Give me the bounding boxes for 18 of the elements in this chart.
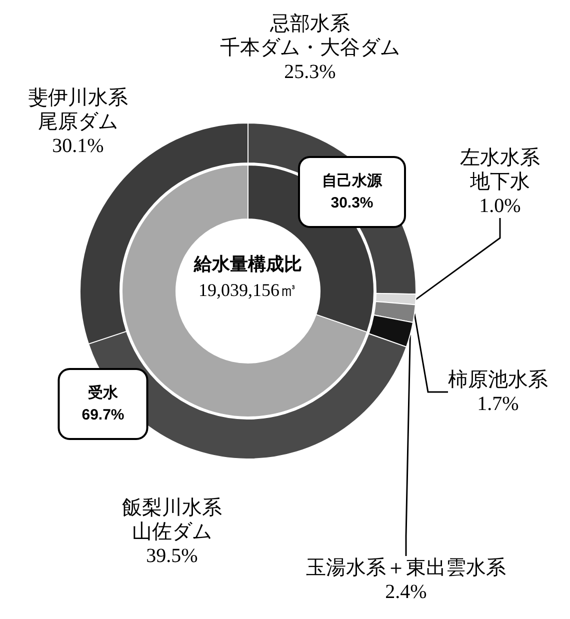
text: 給水量構成比 [193,254,302,274]
data-label: 30.3% [330,194,374,212]
slice-label: 斐伊川水系尾原ダム [28,87,128,133]
slice-label: 受水 [87,384,119,402]
data-label: 39.5% [146,545,198,567]
slice-label: 自己水源 [322,172,383,190]
slice-label: 左水水系地下水 [460,147,540,193]
data-label: 25.3% [284,61,336,83]
slice-label: 忌部水系千本ダム・大谷ダム [220,13,400,59]
slice-label: 玉湯水系＋東出雲水系 [306,557,506,579]
slice-label: 飯梨川水系山佐ダム [122,497,222,543]
data-label: 69.7% [82,406,124,424]
data-label: 2.4% [385,581,427,603]
slice-label: 柿原池水系 [448,369,548,391]
data-label: 1.0% [479,195,521,217]
data-label: 30.1% [52,135,104,157]
text: 19,039,156㎥ [198,280,298,300]
data-label: 1.7% [477,393,519,415]
